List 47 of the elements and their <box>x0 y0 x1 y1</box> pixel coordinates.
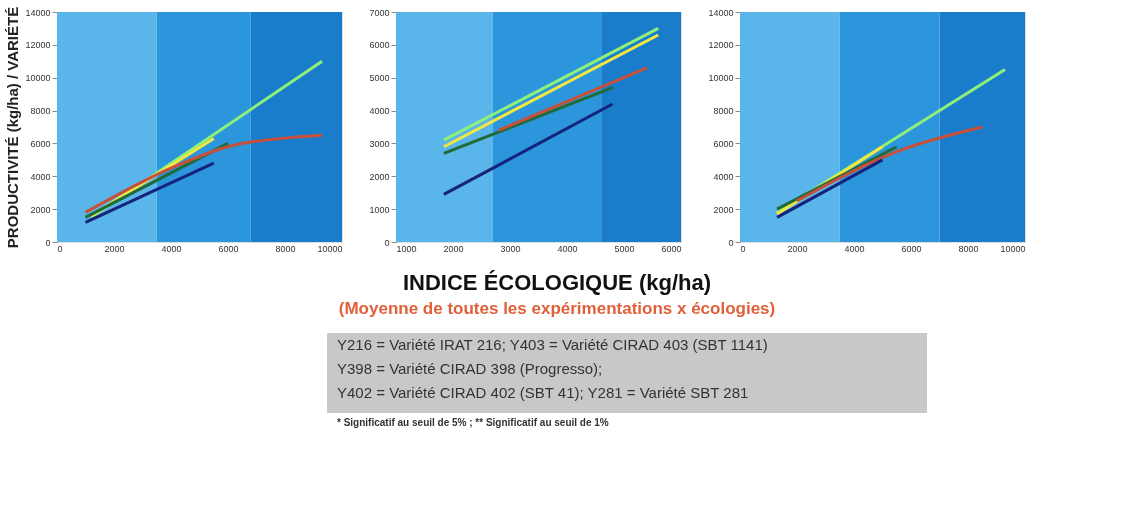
y-tick-label: 3000 <box>369 138 390 149</box>
x-tick-label: 6000 <box>661 243 682 254</box>
text: * Significatif au seuil de 5% ; ** Significatif au seuil de 1% <box>337 417 609 428</box>
y-tick-label: 2000 <box>713 204 734 215</box>
text: Y402 = Variété CIRAD 402 (SBT 41); Y281 = Variété SBT 281 <box>337 384 749 401</box>
y-tick-label: 4000 <box>30 171 51 182</box>
y-axis-title: PRODUCTIVITÉ (kg/ha) / VARIÉTÉ <box>4 6 22 249</box>
x-tick-label: 6000 <box>218 243 239 254</box>
x-tick-label: 2000 <box>787 243 808 254</box>
x-tick-label: 3000 <box>500 243 521 254</box>
x-tick-label: 10000 <box>1000 243 1026 254</box>
y-tick-label: 14000 <box>25 7 51 18</box>
x-axis-title: INDICE ÉCOLOGIQUE (kg/ha) <box>402 270 712 295</box>
line-series <box>84 133 324 214</box>
y-tick-label: 7000 <box>369 7 390 18</box>
y-tick-label: 6000 <box>713 138 734 149</box>
x-tick-label: 0 <box>740 243 746 254</box>
y-tick-label: 8000 <box>30 106 51 117</box>
y-tick-label: 2000 <box>30 204 51 215</box>
y-tick-label: 14000 <box>708 7 734 18</box>
x-tick-label: 5000 <box>614 243 635 254</box>
text: Y398 = Variété CIRAD 398 (Progresso); <box>337 360 603 377</box>
x-tick-label: 6000 <box>901 243 922 254</box>
y-tick-label: 8000 <box>713 106 734 117</box>
y-tick-label: 12000 <box>708 40 734 51</box>
x-tick-label: 0 <box>57 243 63 254</box>
x-tick-label: 8000 <box>958 243 979 254</box>
y-tick-label: 5000 <box>369 73 390 84</box>
y-tick-label: 1000 <box>369 204 390 215</box>
y-tick-label: 6000 <box>30 138 51 149</box>
x-tick-label: 8000 <box>275 243 296 254</box>
x-tick-label: 2000 <box>104 243 125 254</box>
text: Y216 = Variété IRAT 216; Y403 = Variété CIRAD 403 (SBT 1141) <box>337 336 768 353</box>
y-tick-label: 10000 <box>25 73 51 84</box>
y-tick-label: 4000 <box>713 171 734 182</box>
y-tick-label: 6000 <box>369 40 390 51</box>
x-tick-label: 4000 <box>557 243 578 254</box>
x-tick-label: 1000 <box>396 243 417 254</box>
x-tick-label: 4000 <box>161 243 182 254</box>
x-tick-label: 4000 <box>844 243 865 254</box>
y-tick-label: 10000 <box>708 73 734 84</box>
y-tick-label: 2000 <box>369 171 390 182</box>
x-tick-label: 2000 <box>443 243 464 254</box>
text: (Moyenne de toutes les expérimentations x écologies) <box>338 299 776 318</box>
y-tick-label: 12000 <box>25 40 51 51</box>
x-tick-label: 10000 <box>317 243 343 254</box>
y-tick-label: 4000 <box>369 106 390 117</box>
